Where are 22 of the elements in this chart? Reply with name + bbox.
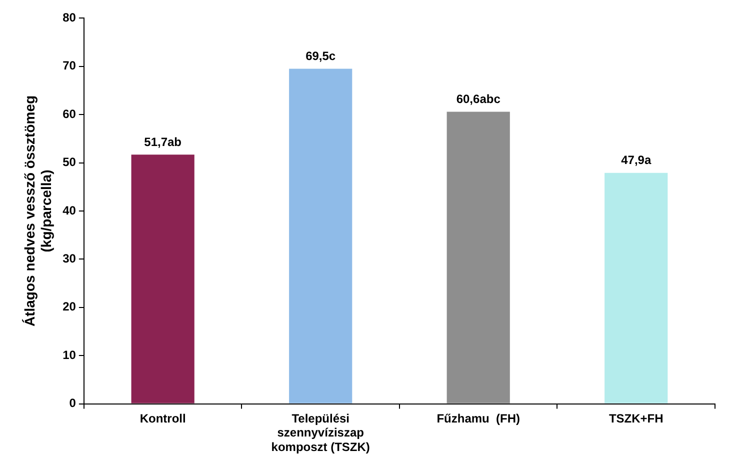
- data-label: 69,5c: [306, 49, 336, 64]
- bar: [604, 172, 668, 404]
- bar: [289, 68, 352, 404]
- data-label: 47,9a: [621, 153, 652, 168]
- y-tick-label: 80: [62, 10, 76, 25]
- x-tick-label: Kontroll: [140, 411, 186, 426]
- y-axis-title: Átlagos nedves vessző össztömeg (kg/parcella): [21, 95, 54, 327]
- y-tick-label: 10: [62, 348, 76, 362]
- bar: [446, 112, 510, 404]
- y-tick-label: 50: [62, 155, 76, 170]
- y-tick-label: 30: [62, 252, 76, 266]
- x-tick-label: TSZK+FH: [608, 411, 664, 426]
- bar: [131, 154, 194, 404]
- y-tick-label: 0: [69, 396, 76, 410]
- y-tick-label: 20: [62, 300, 76, 314]
- y-tick-label: 40: [62, 203, 76, 218]
- data-label: 51,7ab: [144, 134, 182, 149]
- y-tick-label: 60: [62, 106, 76, 121]
- x-tick-label: Fűzhamu (FH): [436, 411, 520, 426]
- x-tick-label: Települési szennyvíziszap komposzt (TSZK): [271, 411, 370, 454]
- y-tick-label: 70: [62, 58, 76, 73]
- data-label: 60,6abc: [456, 92, 501, 106]
